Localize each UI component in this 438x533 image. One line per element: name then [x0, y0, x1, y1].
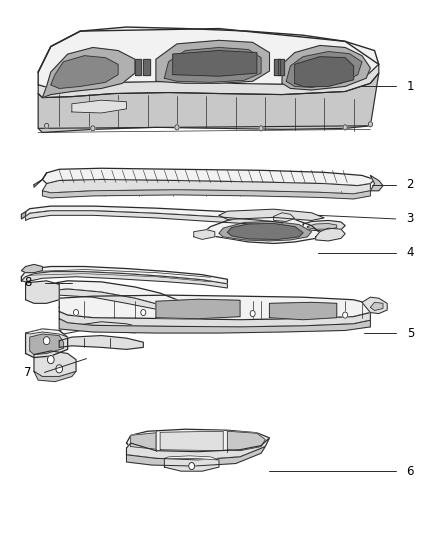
- Polygon shape: [282, 45, 371, 90]
- Polygon shape: [42, 47, 135, 98]
- Polygon shape: [59, 311, 371, 327]
- Circle shape: [43, 337, 50, 345]
- Circle shape: [91, 126, 95, 131]
- Circle shape: [250, 311, 255, 317]
- Text: 3: 3: [406, 213, 414, 225]
- Polygon shape: [21, 266, 227, 284]
- Polygon shape: [227, 431, 265, 451]
- Polygon shape: [286, 52, 362, 87]
- Circle shape: [368, 122, 372, 127]
- Polygon shape: [51, 55, 118, 88]
- Polygon shape: [194, 230, 215, 239]
- Text: 7: 7: [24, 366, 32, 379]
- Circle shape: [175, 125, 179, 130]
- Polygon shape: [30, 334, 64, 354]
- Text: 2: 2: [406, 178, 414, 191]
- Polygon shape: [156, 41, 269, 83]
- Circle shape: [45, 123, 49, 128]
- Circle shape: [189, 463, 194, 470]
- Polygon shape: [21, 264, 42, 273]
- Polygon shape: [34, 372, 76, 382]
- Polygon shape: [164, 456, 219, 460]
- Polygon shape: [219, 222, 311, 241]
- Polygon shape: [42, 190, 371, 199]
- Text: 4: 4: [406, 246, 414, 259]
- Circle shape: [343, 125, 347, 130]
- Circle shape: [141, 310, 146, 316]
- Polygon shape: [38, 73, 379, 132]
- Polygon shape: [21, 212, 25, 219]
- Polygon shape: [164, 47, 261, 82]
- Polygon shape: [295, 56, 353, 86]
- Polygon shape: [25, 329, 67, 358]
- Circle shape: [343, 312, 348, 318]
- Circle shape: [47, 356, 54, 364]
- Polygon shape: [21, 272, 227, 288]
- Polygon shape: [160, 431, 223, 451]
- Text: 5: 5: [406, 327, 414, 340]
- Polygon shape: [303, 221, 345, 231]
- Polygon shape: [135, 59, 141, 75]
- Polygon shape: [42, 180, 371, 194]
- Text: 8: 8: [24, 277, 32, 289]
- Polygon shape: [173, 51, 257, 76]
- Polygon shape: [131, 433, 156, 449]
- Polygon shape: [371, 302, 383, 311]
- Polygon shape: [156, 299, 240, 319]
- Polygon shape: [38, 27, 379, 88]
- Polygon shape: [42, 281, 185, 310]
- Polygon shape: [34, 351, 76, 376]
- Polygon shape: [34, 173, 46, 187]
- Polygon shape: [59, 319, 371, 333]
- Polygon shape: [59, 295, 374, 320]
- Polygon shape: [59, 336, 143, 350]
- Text: 6: 6: [406, 465, 414, 478]
- Polygon shape: [72, 100, 127, 113]
- Polygon shape: [227, 223, 303, 239]
- Polygon shape: [269, 302, 337, 320]
- Polygon shape: [127, 438, 269, 460]
- Polygon shape: [25, 281, 59, 303]
- Circle shape: [56, 365, 63, 373]
- Polygon shape: [127, 429, 269, 452]
- Polygon shape: [38, 64, 379, 98]
- Polygon shape: [307, 223, 337, 229]
- Polygon shape: [25, 329, 67, 337]
- Polygon shape: [371, 175, 383, 191]
- Polygon shape: [25, 211, 282, 227]
- Polygon shape: [59, 322, 143, 334]
- Polygon shape: [202, 216, 320, 244]
- Polygon shape: [274, 213, 295, 222]
- Circle shape: [259, 126, 263, 131]
- Polygon shape: [42, 289, 177, 315]
- Polygon shape: [278, 59, 284, 75]
- Polygon shape: [274, 59, 280, 75]
- Polygon shape: [164, 458, 219, 471]
- Circle shape: [74, 310, 78, 316]
- Text: 1: 1: [406, 80, 414, 93]
- Polygon shape: [143, 59, 150, 75]
- Polygon shape: [42, 168, 374, 185]
- Polygon shape: [219, 209, 324, 221]
- Polygon shape: [25, 206, 282, 222]
- Polygon shape: [127, 447, 265, 466]
- Polygon shape: [316, 228, 345, 241]
- Polygon shape: [362, 297, 387, 313]
